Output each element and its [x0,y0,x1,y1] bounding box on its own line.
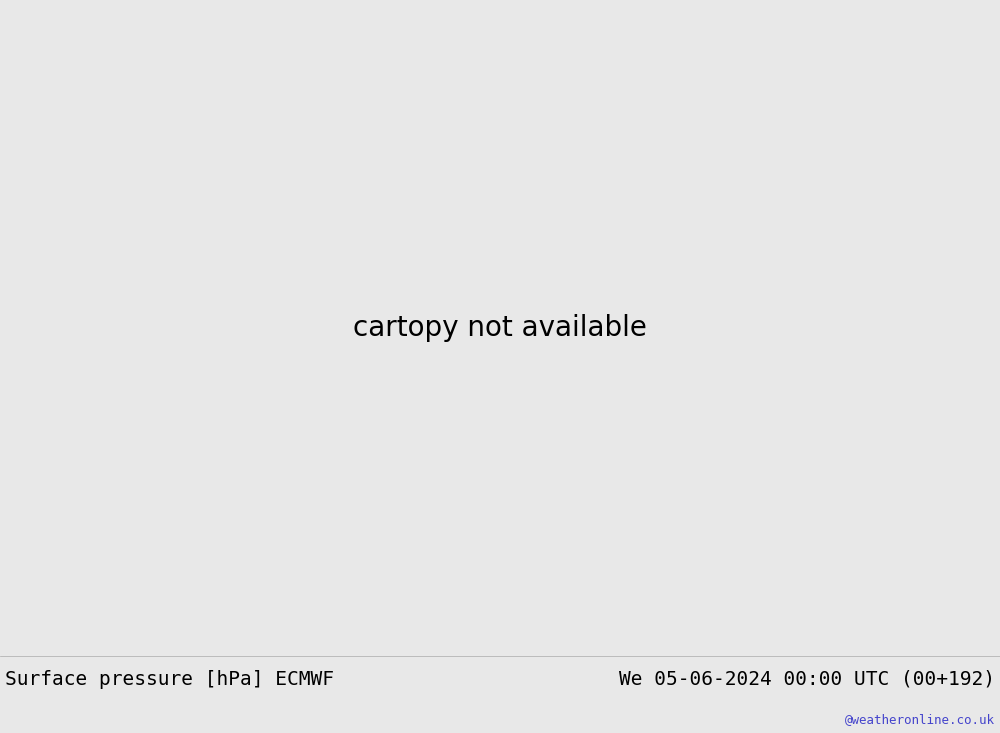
Text: We 05-06-2024 00:00 UTC (00+192): We 05-06-2024 00:00 UTC (00+192) [619,670,995,688]
Text: @weatheronline.co.uk: @weatheronline.co.uk [845,712,995,726]
Text: cartopy not available: cartopy not available [353,314,647,342]
Text: Surface pressure [hPa] ECMWF: Surface pressure [hPa] ECMWF [5,670,334,688]
